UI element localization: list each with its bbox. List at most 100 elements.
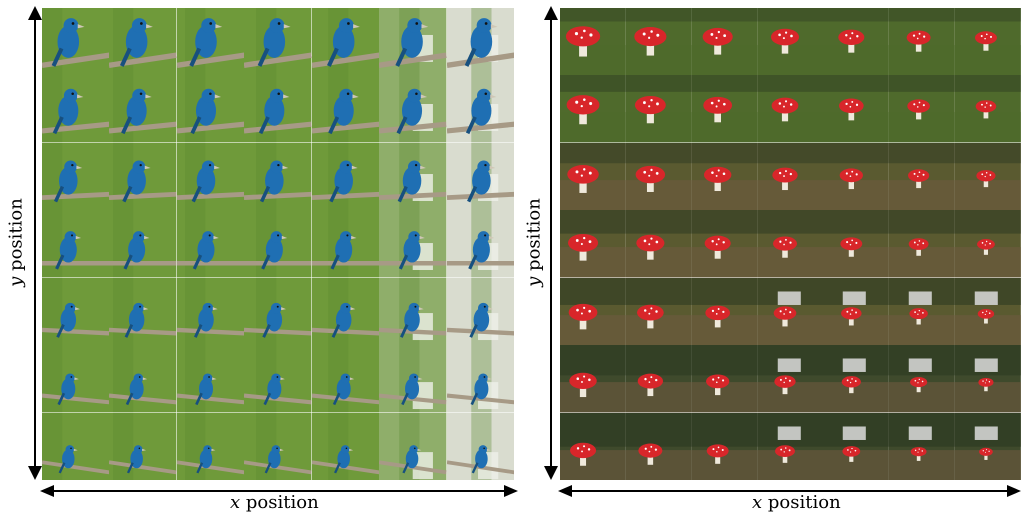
mushroom-image-tile <box>955 413 1021 480</box>
mushroom-image-tile <box>692 210 758 277</box>
mushroom-image-grid <box>560 8 1021 480</box>
mushroom-image-tile <box>955 210 1021 277</box>
bird-image-tile <box>42 210 109 277</box>
bird-image-tile <box>177 210 244 277</box>
mushroom-image-tile <box>955 345 1021 412</box>
mushroom-image-tile <box>560 345 626 412</box>
mushroom-image-tile <box>758 345 824 412</box>
mushroom-image-tile <box>955 75 1021 142</box>
bird-image-tile <box>447 8 514 75</box>
mushroom-image-tile <box>889 278 955 345</box>
mushroom-image-tile <box>626 345 692 412</box>
left-panel: y position <box>0 0 520 515</box>
right-x-axis-label: x position <box>752 492 841 513</box>
bird-image-tile <box>244 143 311 210</box>
bird-image-tile <box>177 75 244 142</box>
bird-image-tile <box>42 8 109 75</box>
mushroom-image-tile <box>758 210 824 277</box>
bird-image-tile <box>109 413 176 480</box>
mushroom-image-tile <box>692 278 758 345</box>
mushroom-image-tile <box>823 278 889 345</box>
bird-image-tile <box>312 278 379 345</box>
bird-image-tile <box>109 143 176 210</box>
bird-image-tile <box>447 75 514 142</box>
bird-image-grid <box>42 8 514 480</box>
mushroom-image-tile <box>889 8 955 75</box>
bird-image-tile <box>244 75 311 142</box>
mushroom-image-tile <box>889 75 955 142</box>
mushroom-image-tile <box>889 345 955 412</box>
bird-image-tile <box>379 413 446 480</box>
mushroom-image-tile <box>955 8 1021 75</box>
mushroom-image-tile <box>823 8 889 75</box>
bird-image-tile <box>379 278 446 345</box>
mushroom-image-tile <box>823 143 889 210</box>
bird-image-tile <box>447 345 514 412</box>
bird-image-tile <box>379 143 446 210</box>
bird-image-tile <box>312 210 379 277</box>
bird-image-tile <box>177 345 244 412</box>
bird-image-tile <box>244 345 311 412</box>
bird-image-tile <box>447 278 514 345</box>
bird-image-tile <box>177 278 244 345</box>
mushroom-image-tile <box>758 75 824 142</box>
bird-image-tile <box>312 143 379 210</box>
bird-image-tile <box>312 345 379 412</box>
bird-image-tile <box>42 278 109 345</box>
bird-image-tile <box>177 143 244 210</box>
mushroom-image-tile <box>823 75 889 142</box>
bird-image-tile <box>379 210 446 277</box>
mushroom-image-tile <box>955 278 1021 345</box>
mushroom-image-tile <box>692 8 758 75</box>
bird-image-tile <box>109 210 176 277</box>
bird-image-tile <box>109 8 176 75</box>
bird-image-tile <box>379 8 446 75</box>
mushroom-image-tile <box>560 143 626 210</box>
mushroom-image-tile <box>758 413 824 480</box>
right-panel: y position <box>520 0 1021 515</box>
mushroom-image-tile <box>692 143 758 210</box>
mushroom-image-tile <box>626 278 692 345</box>
mushroom-image-tile <box>626 143 692 210</box>
mushroom-image-tile <box>823 210 889 277</box>
mushroom-image-tile <box>889 413 955 480</box>
mushroom-image-tile <box>626 413 692 480</box>
mushroom-image-tile <box>758 8 824 75</box>
bird-image-tile <box>109 278 176 345</box>
mushroom-image-tile <box>560 8 626 75</box>
mushroom-image-tile <box>692 75 758 142</box>
mushroom-image-tile <box>692 413 758 480</box>
mushroom-image-tile <box>560 278 626 345</box>
mushroom-image-tile <box>889 210 955 277</box>
mushroom-image-tile <box>560 75 626 142</box>
mushroom-image-tile <box>889 143 955 210</box>
bird-image-tile <box>244 8 311 75</box>
mushroom-image-tile <box>560 210 626 277</box>
mushroom-image-tile <box>692 345 758 412</box>
mushroom-image-tile <box>955 143 1021 210</box>
bird-image-tile <box>244 210 311 277</box>
left-y-axis-label: y position <box>6 195 27 291</box>
bird-image-tile <box>42 413 109 480</box>
bird-image-tile <box>312 413 379 480</box>
bird-image-tile <box>42 143 109 210</box>
bird-image-tile <box>109 345 176 412</box>
mushroom-image-tile <box>560 413 626 480</box>
bird-image-tile <box>244 413 311 480</box>
bird-image-tile <box>42 345 109 412</box>
bird-image-tile <box>379 345 446 412</box>
bird-image-tile <box>447 210 514 277</box>
bird-image-tile <box>379 75 446 142</box>
bird-image-tile <box>312 8 379 75</box>
mushroom-image-tile <box>626 75 692 142</box>
mushroom-image-tile <box>758 143 824 210</box>
bird-image-tile <box>244 278 311 345</box>
left-x-axis-label: x position <box>230 492 319 513</box>
mushroom-image-tile <box>823 345 889 412</box>
mushroom-image-tile <box>626 210 692 277</box>
bird-image-tile <box>177 413 244 480</box>
bird-image-tile <box>42 75 109 142</box>
bird-image-tile <box>447 413 514 480</box>
bird-image-tile <box>312 75 379 142</box>
mushroom-image-tile <box>823 413 889 480</box>
